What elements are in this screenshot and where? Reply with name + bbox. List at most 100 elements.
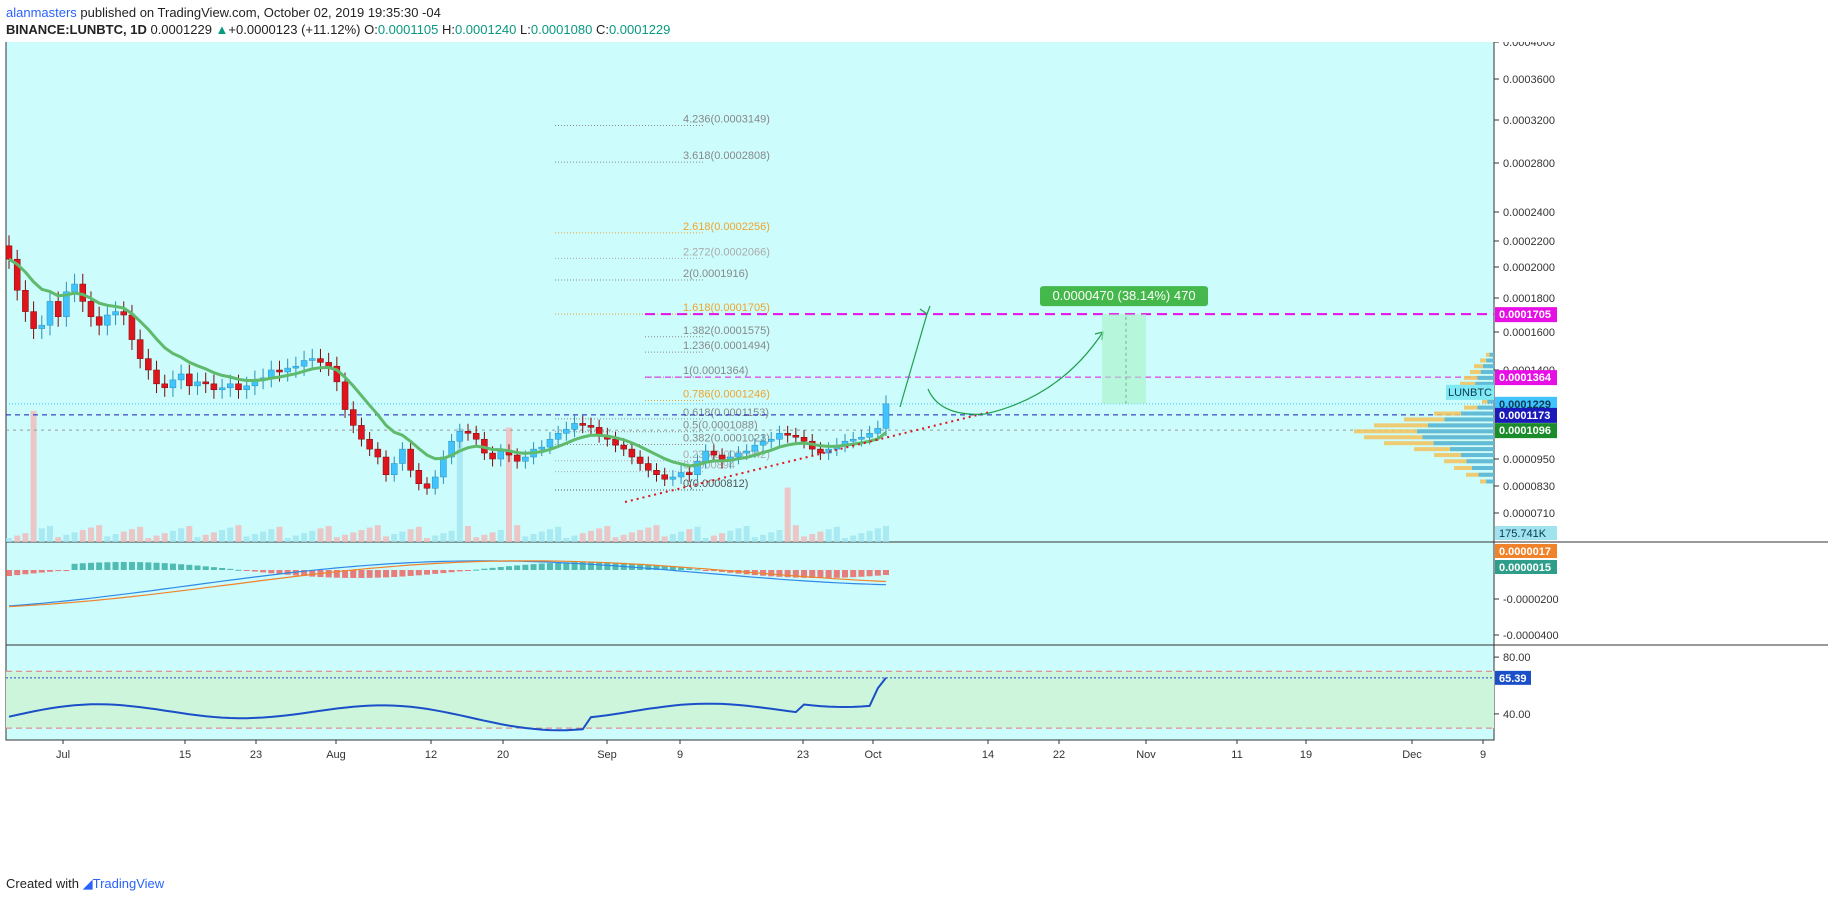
volume-profile-bar (1450, 447, 1494, 452)
candle-up (538, 446, 546, 450)
candle-up (112, 311, 119, 316)
macd-histogram-bar (801, 570, 808, 578)
y-tick-label: 0.0003200 (1503, 115, 1555, 127)
volume-bar (96, 525, 103, 542)
macd-histogram-bar (497, 567, 504, 570)
candle-down (489, 452, 496, 460)
candle-up (431, 476, 439, 489)
fib-level-label: 0.618(0.0001153) (683, 407, 769, 419)
macd-histogram-bar (514, 565, 521, 570)
volume-bar (842, 538, 849, 542)
macd-histogram-bar (235, 569, 242, 571)
volume-bar (735, 528, 742, 542)
x-tick-label: Jul (56, 749, 70, 761)
macd-histogram-bar (792, 570, 799, 578)
candle-down (235, 383, 242, 391)
macd-histogram-bar (866, 570, 873, 577)
y-tick-label: 0.0000710 (1503, 508, 1555, 520)
macd-histogram-bar (448, 570, 455, 573)
candle-down (472, 433, 480, 440)
macd-histogram-bar (268, 570, 275, 574)
candle-up (292, 365, 300, 369)
candle-down (415, 470, 423, 484)
volume-profile-bar (1489, 352, 1494, 357)
volume-bar (55, 537, 62, 542)
y-tick-label: -0.0000200 (1503, 594, 1559, 606)
price-badge (1495, 407, 1557, 423)
x-tick-label: 12 (425, 749, 437, 761)
volume-bar (268, 529, 275, 542)
ohlc-line: BINANCE:LUNBTC, 1D 0.0001229 ▲+0.0000123… (6, 22, 670, 37)
volume-bar (571, 535, 578, 542)
high-label: H: (441, 22, 455, 37)
volume-bar (350, 532, 357, 542)
volume-bar (596, 528, 603, 542)
macd-histogram-bar (30, 570, 37, 574)
volume-bar (30, 410, 37, 542)
candle-down (210, 383, 218, 391)
candle-up (776, 433, 783, 440)
macd-histogram-bar (702, 570, 709, 571)
x-tick-label: 9 (677, 749, 683, 761)
tradingview-brand-link[interactable]: TradingView (92, 876, 165, 891)
volume-bar (825, 529, 832, 542)
macd-histogram-bar (227, 568, 234, 570)
x-tick-label: Dec (1402, 749, 1422, 761)
macd-histogram-bar (473, 569, 480, 571)
macd-histogram-bar (440, 570, 447, 574)
volume-profile-bar (1483, 364, 1494, 369)
y-tick-label: 0.0004000 (1503, 42, 1555, 49)
fib-level-label: 2.272(0.0002066) (683, 246, 770, 258)
macd-histogram-bar (456, 570, 463, 572)
price-badge (1495, 423, 1557, 439)
volume-bar (112, 534, 119, 542)
macd-histogram-bar (874, 570, 881, 576)
candle-up (874, 428, 882, 434)
tradingview-logo-icon: ◢ (82, 876, 93, 891)
macd-histogram-bar (489, 567, 496, 570)
volume-bar (79, 530, 86, 542)
volume-bar (866, 530, 873, 542)
volume-bar (424, 538, 431, 542)
volume-bar (604, 526, 611, 542)
rsi-line (8, 677, 887, 732)
candle-up (194, 381, 201, 387)
candle-down (202, 381, 209, 385)
macd-histogram-bar (210, 567, 217, 570)
publish-line: alanmasters published on TradingView.com… (6, 5, 441, 20)
volume-bar (407, 529, 414, 542)
volume-bar (489, 532, 496, 542)
candle-up (177, 373, 185, 381)
macd-histogram-bar (399, 570, 406, 577)
macd-histogram-bar (694, 569, 701, 571)
last-price: 0.0001229 (150, 22, 212, 37)
volume-profile-bar (1428, 423, 1494, 428)
candle-up (440, 456, 447, 478)
volume-bar (719, 533, 726, 542)
author-link[interactable]: alanmasters (6, 5, 77, 20)
symbol-badge (1446, 384, 1494, 400)
macd-histogram-bar (169, 563, 176, 570)
volume-bar (661, 536, 668, 542)
macd-badge (1495, 560, 1557, 574)
macd-histogram-bar (243, 570, 250, 571)
macd-histogram-bar (522, 564, 529, 570)
macd-histogram-bar (186, 564, 193, 570)
macd-histogram-bar (809, 570, 816, 578)
volume-bar (63, 534, 70, 542)
macd-histogram-bar (79, 563, 86, 570)
price-badge-text: 0.0001705 (1499, 309, 1551, 321)
x-tick-label: 15 (179, 749, 191, 761)
candle-up (46, 301, 54, 326)
volume-bar (137, 526, 144, 542)
candle-down (349, 409, 357, 426)
volume-bar (546, 529, 553, 542)
candle-down (276, 369, 283, 373)
candle-down (513, 454, 521, 462)
chart-canvas[interactable]: 4.236(0.0003149) 3.618(0.0002808) 2.618(0.… (0, 42, 1828, 870)
macd-histogram-bar (161, 563, 168, 570)
candle-down (423, 483, 431, 489)
candle-down (153, 369, 160, 385)
candle-down (374, 448, 382, 458)
volume-bar (128, 529, 135, 542)
